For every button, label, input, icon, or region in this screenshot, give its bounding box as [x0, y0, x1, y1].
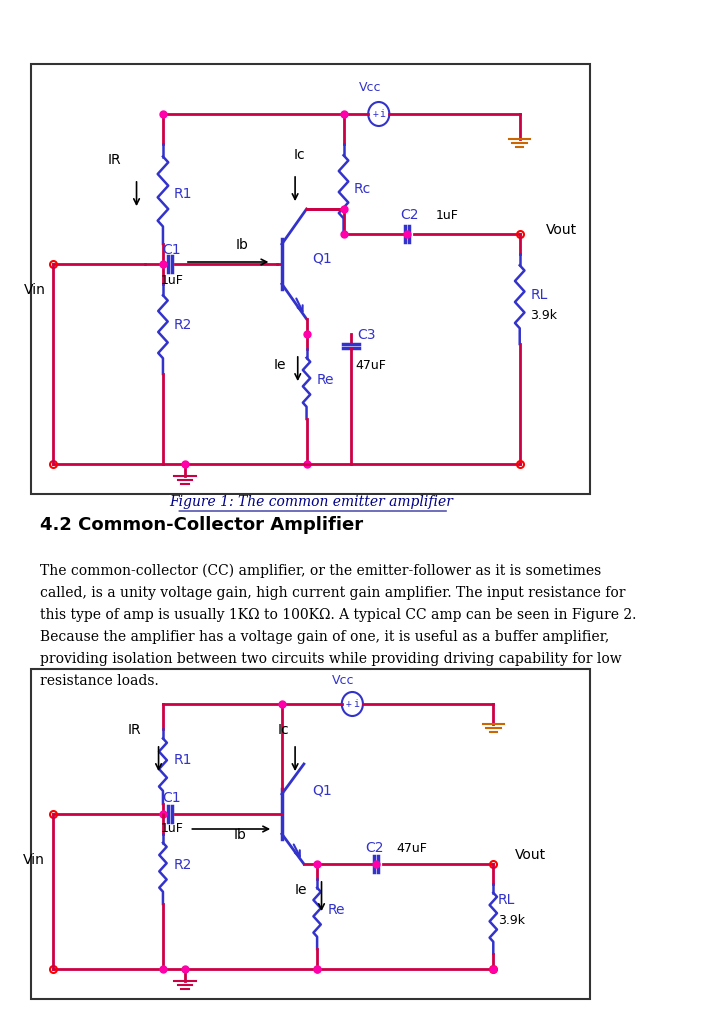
Text: Ib: Ib	[234, 828, 246, 842]
Text: providing isolation between two circuits while providing driving capability for : providing isolation between two circuits…	[40, 652, 621, 666]
Text: +: +	[372, 109, 378, 119]
Text: The common-collector (CC) amplifier, or the emitter-follower as it is sometimes: The common-collector (CC) amplifier, or …	[40, 564, 601, 579]
Text: R2: R2	[174, 858, 192, 872]
Text: called, is a unity voltage gain, high current gain amplifier. The input resistan: called, is a unity voltage gain, high cu…	[40, 586, 625, 600]
Text: Ie: Ie	[274, 358, 287, 372]
Text: Q1: Q1	[313, 252, 333, 266]
Text: 1uF: 1uF	[436, 209, 459, 222]
Text: Vin: Vin	[24, 283, 46, 297]
Text: this type of amp is usually 1KΩ to 100KΩ. A typical CC amp can be seen in Figure: this type of amp is usually 1KΩ to 100KΩ…	[40, 608, 636, 622]
Text: 47uF: 47uF	[355, 359, 386, 372]
Text: R2: R2	[174, 318, 192, 332]
Text: Ic: Ic	[277, 723, 289, 737]
Text: R1: R1	[174, 187, 192, 201]
Text: 3.9k: 3.9k	[530, 309, 557, 322]
Text: resistance loads.: resistance loads.	[40, 674, 158, 688]
Text: 3.9k: 3.9k	[498, 914, 525, 927]
Text: C3: C3	[358, 328, 376, 342]
Text: IR: IR	[108, 153, 121, 167]
Text: Vcc: Vcc	[359, 81, 381, 94]
Text: Q1: Q1	[313, 783, 333, 797]
Text: Vout: Vout	[515, 848, 546, 862]
Text: C2: C2	[365, 841, 383, 855]
Text: i: i	[379, 109, 385, 119]
Text: C2: C2	[400, 208, 419, 222]
Text: R1: R1	[174, 753, 192, 767]
Text: C1: C1	[162, 791, 181, 805]
Text: Ib: Ib	[236, 238, 249, 252]
Text: +: +	[346, 699, 352, 709]
FancyBboxPatch shape	[31, 669, 590, 999]
Text: Re: Re	[328, 903, 345, 918]
Text: Vin: Vin	[23, 853, 44, 867]
Text: Rc: Rc	[354, 182, 371, 196]
Text: IR: IR	[128, 723, 141, 737]
Text: Figure 1: The common emitter amplifier: Figure 1: The common emitter amplifier	[169, 495, 453, 509]
Text: i: i	[353, 699, 359, 709]
Text: Vout: Vout	[546, 223, 578, 237]
Text: Because the amplifier has a voltage gain of one, it is useful as a buffer amplif: Because the amplifier has a voltage gain…	[40, 630, 609, 644]
Text: Ic: Ic	[294, 148, 305, 162]
Text: 1uF: 1uF	[160, 274, 184, 287]
FancyBboxPatch shape	[31, 63, 590, 494]
Text: RL: RL	[498, 893, 515, 907]
Text: 4.2 Common-Collector Amplifier: 4.2 Common-Collector Amplifier	[40, 516, 363, 534]
Text: Re: Re	[317, 373, 335, 387]
Text: 1uF: 1uF	[160, 822, 184, 835]
Text: Vcc: Vcc	[333, 674, 355, 687]
Text: Ie: Ie	[295, 883, 308, 897]
Text: 47uF: 47uF	[396, 842, 427, 855]
Text: RL: RL	[530, 288, 548, 302]
Text: C1: C1	[162, 243, 181, 257]
